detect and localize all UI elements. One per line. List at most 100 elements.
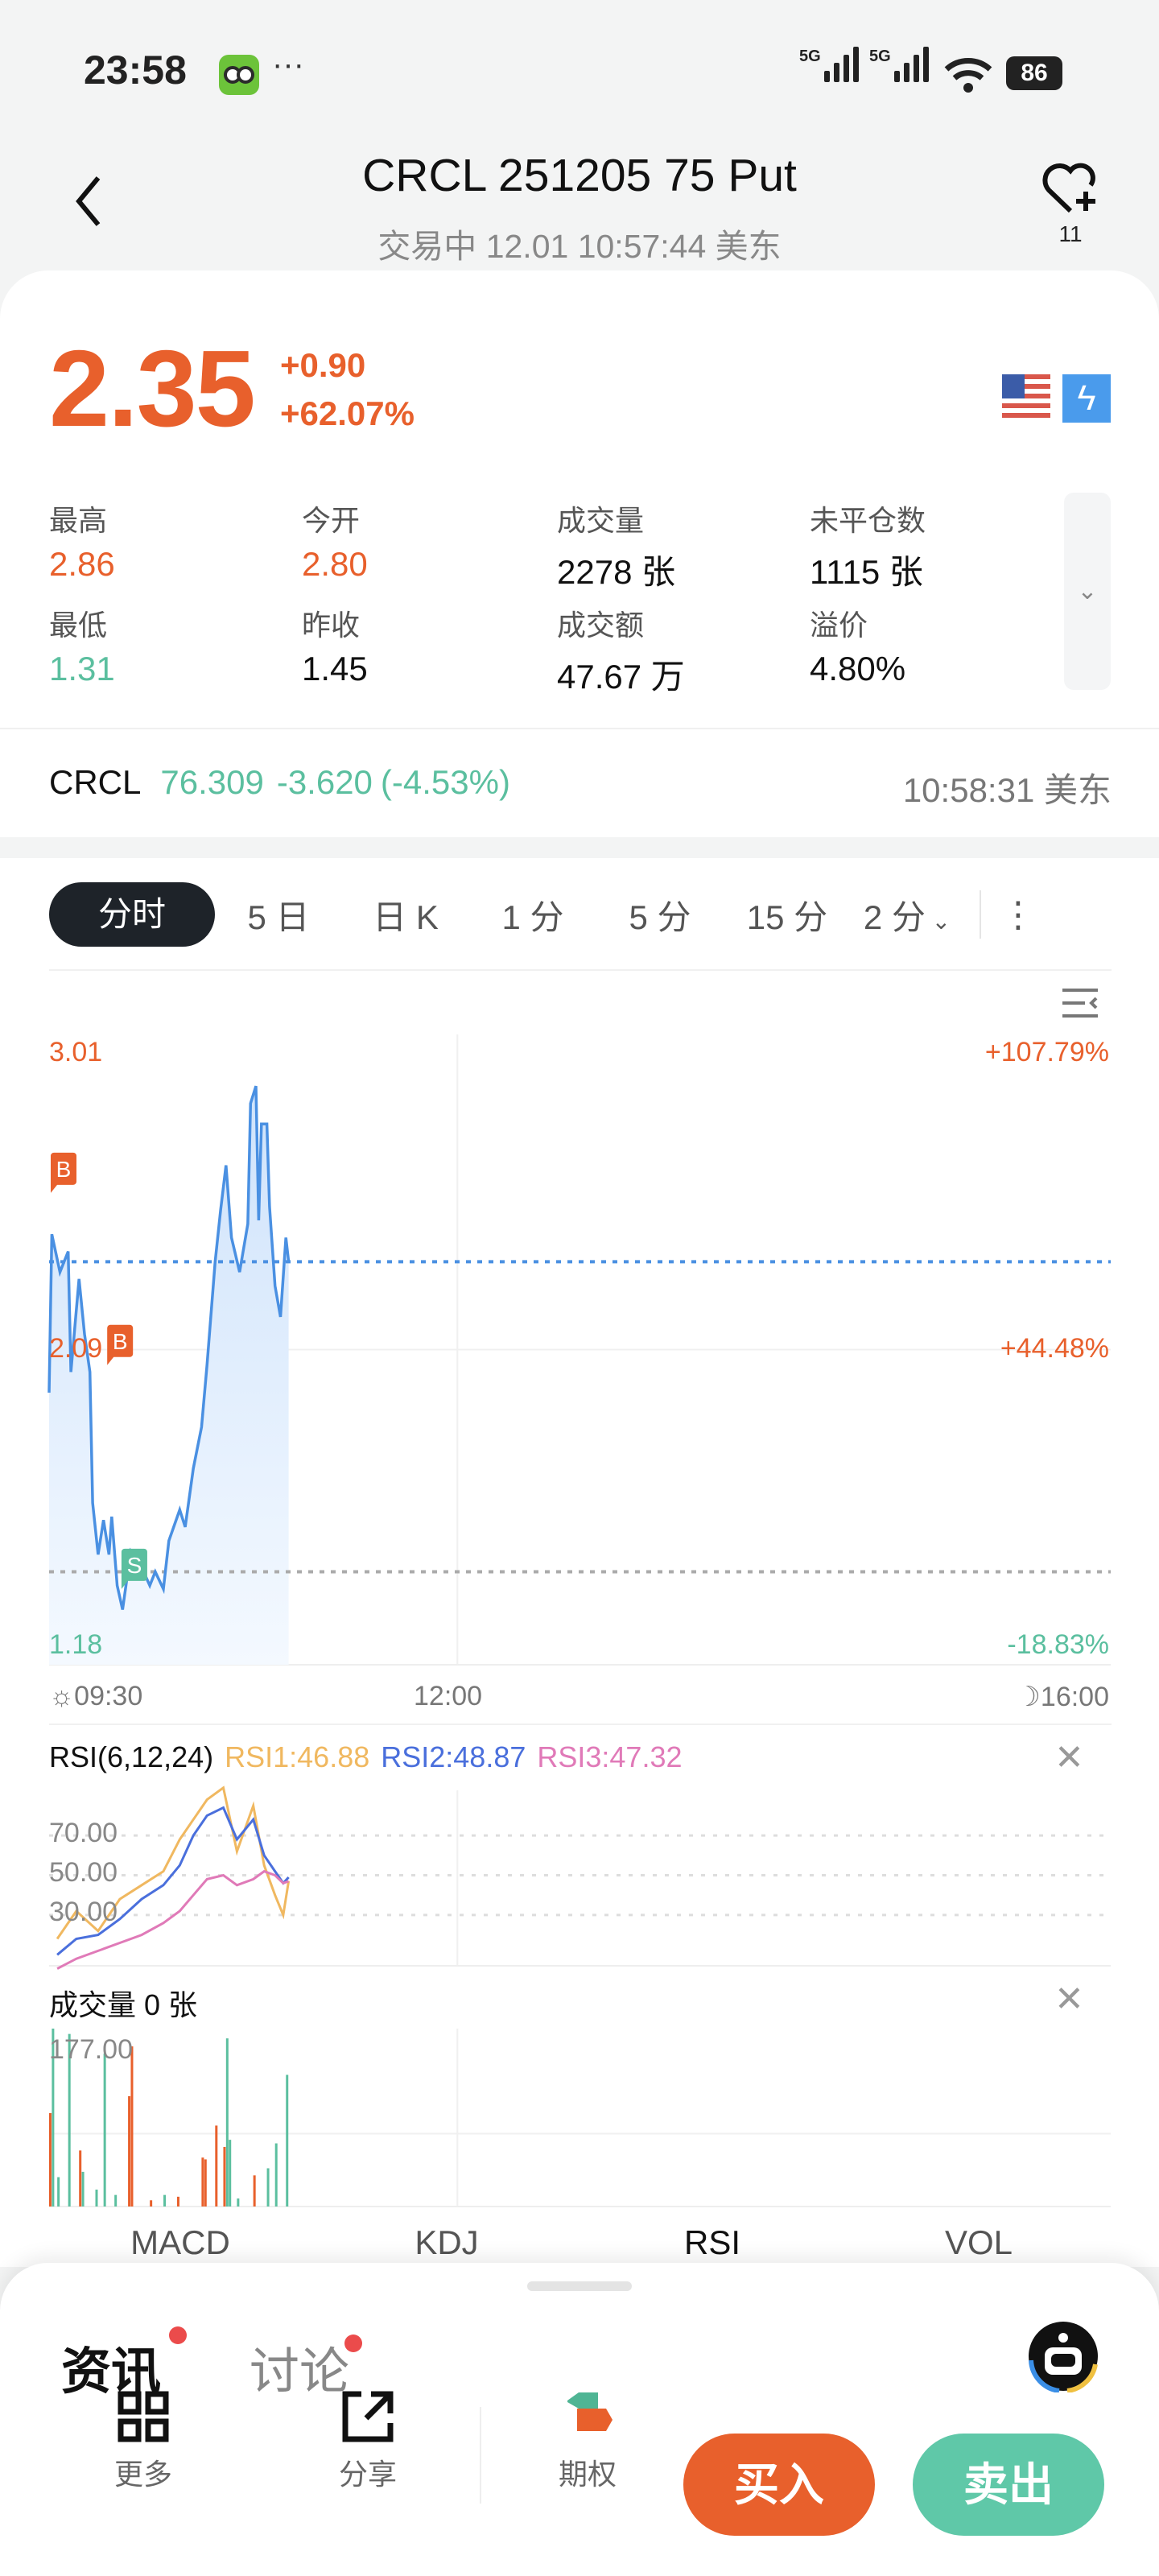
- volume-bar: [225, 2038, 229, 2207]
- network-type: 5G: [869, 47, 891, 65]
- options-label: 期权: [558, 2458, 617, 2491]
- rsi2-line: [56, 1806, 290, 1956]
- network-type: 5G: [799, 47, 821, 65]
- volume-bar: [204, 2159, 207, 2207]
- tab-intraday[interactable]: 分时: [49, 882, 215, 947]
- share-icon: [342, 2391, 394, 2442]
- trade-marker-label: B: [113, 1329, 128, 1354]
- underlying-symbol: CRCL: [49, 763, 142, 801]
- tab-5-day[interactable]: 5 日: [247, 898, 310, 936]
- underlying-change-pct: (-4.53%): [380, 763, 510, 801]
- stat-value: 2.86: [49, 545, 115, 583]
- chart-settings-icon[interactable]: [1061, 987, 1101, 1019]
- trading-status: 交易中 12.01 10:57:44 美东: [377, 228, 782, 265]
- x-label-open: ☼09:30: [49, 1681, 142, 1712]
- intraday-chart[interactable]: B B S: [0, 0, 1159, 2254]
- volume-bar: [52, 2029, 55, 2207]
- sun-icon: ☼: [49, 1681, 75, 1711]
- share-button[interactable]: 分享: [320, 2391, 416, 2493]
- volume-max-label: 177.00: [49, 2034, 133, 2065]
- signal-2-icon: 5G: [869, 47, 929, 82]
- underlying-quote-row[interactable]: CRCL 76.309 -3.620 (-4.53%) 10:58:31 美东: [49, 763, 1112, 812]
- indicator-tab-rsi[interactable]: RSI: [683, 2223, 740, 2261]
- volume-bar: [68, 2033, 71, 2207]
- watchlist-count: 11: [1058, 221, 1083, 246]
- volume-bar: [49, 2112, 52, 2207]
- close-volume-icon[interactable]: ✕: [1054, 1979, 1084, 2019]
- stat-value: 2278 张: [557, 553, 676, 591]
- tab-5-min[interactable]: 5 分: [629, 898, 691, 936]
- volume-bar: [79, 2150, 82, 2207]
- tab-daily-k[interactable]: 日 K: [373, 898, 439, 936]
- rsi1-line: [56, 1785, 291, 1940]
- back-button[interactable]: [72, 173, 105, 229]
- indicator-tab-macd[interactable]: MACD: [130, 2223, 230, 2261]
- ai-assistant-icon[interactable]: [1027, 2320, 1099, 2392]
- underlying-time: 10:58:31 美东: [902, 771, 1112, 809]
- close-rsi-icon[interactable]: ✕: [1054, 1738, 1084, 1777]
- price-area-fill: [49, 1086, 289, 1665]
- divider: [49, 969, 1112, 971]
- volume-bar: [215, 2125, 218, 2207]
- share-label: 分享: [338, 2458, 397, 2491]
- discussion-badge: [344, 2334, 362, 2352]
- moon-icon: ☽: [1016, 1682, 1041, 1712]
- change-amount: +0.90: [280, 346, 366, 384]
- more-label: 更多: [113, 2458, 172, 2491]
- volume-bar: [274, 2143, 278, 2207]
- status-bar: 23:58 ··· 5G 5G 86: [0, 47, 1159, 103]
- page-title: CRCL 251205 75 Put: [362, 150, 797, 201]
- volume-bar: [57, 2177, 60, 2207]
- indicator-tab-kdj[interactable]: KDJ: [415, 2223, 479, 2261]
- indicator-tab-vol[interactable]: VOL: [944, 2223, 1013, 2261]
- price-change: +0.90 +62.07%: [280, 341, 415, 438]
- more-options-icon[interactable]: ⋮: [1000, 894, 1036, 935]
- rsi-label-70: 70.00: [49, 1818, 118, 1848]
- tab-news[interactable]: 资讯: [61, 2344, 162, 2400]
- grid-icon: [118, 2391, 169, 2442]
- volume-bar: [150, 2200, 153, 2207]
- stat-value: 47.67 万: [557, 658, 685, 696]
- buy-button[interactable]: 买入: [683, 2434, 875, 2536]
- volume-bar: [128, 2095, 131, 2207]
- lightning-icon[interactable]: ϟ: [1062, 374, 1111, 423]
- volume-bar: [163, 2194, 167, 2207]
- x-label-text: 16:00: [1040, 1682, 1109, 1712]
- volume-bar: [81, 2171, 85, 2207]
- signal-1-icon: 5G: [799, 47, 859, 82]
- divider: [0, 728, 1159, 729]
- expand-stats-button[interactable]: ⌄: [1064, 493, 1111, 690]
- rsi1-value: RSI1:46.88: [225, 1740, 370, 1773]
- pct-label-top: +107.79%: [984, 1037, 1109, 1067]
- volume-bar: [253, 2175, 256, 2207]
- tab-2-min-dropdown[interactable]: 2 分 ⌄: [851, 890, 963, 939]
- stat-label: 溢价: [810, 609, 868, 642]
- stat-value: 1115 张: [810, 553, 923, 591]
- us-flag-icon: [1002, 374, 1050, 423]
- heart-plus-icon: [1042, 163, 1095, 213]
- volume-bar: [176, 2196, 179, 2207]
- tab-15-min[interactable]: 15 分: [746, 898, 828, 936]
- sell-button[interactable]: 卖出: [913, 2434, 1104, 2536]
- volume-bar: [266, 2168, 270, 2207]
- trade-marker-B: [107, 1324, 134, 1365]
- pct-label-bottom: -18.83%: [1007, 1629, 1109, 1660]
- stat-label: 成交额: [557, 609, 645, 642]
- stat-value: 2.80: [302, 545, 368, 583]
- more-notifications: ···: [272, 47, 304, 82]
- drag-handle[interactable]: [527, 2281, 632, 2291]
- rsi-title: RSI(6,12,24): [49, 1740, 214, 1773]
- more-button[interactable]: 更多: [95, 2391, 192, 2493]
- tab-discussion[interactable]: 讨论: [250, 2344, 350, 2400]
- volume-bar: [229, 2140, 232, 2207]
- trade-marker-label: S: [127, 1553, 142, 1578]
- volume-bar: [201, 2157, 204, 2207]
- options-button[interactable]: 期权: [539, 2391, 636, 2493]
- rsi-label-50: 50.00: [49, 1857, 118, 1888]
- chart-period-tabs: 分时 5 日 日 K 1 分 5 分 15 分 2 分 ⌄ ⋮: [49, 882, 1112, 947]
- duolingo-owl-icon: [219, 55, 259, 95]
- stat-label: 成交量: [557, 504, 645, 537]
- tab-1-min[interactable]: 1 分: [501, 898, 564, 936]
- trade-marker-label: B: [56, 1157, 72, 1182]
- add-watchlist-button[interactable]: 11: [1038, 161, 1103, 250]
